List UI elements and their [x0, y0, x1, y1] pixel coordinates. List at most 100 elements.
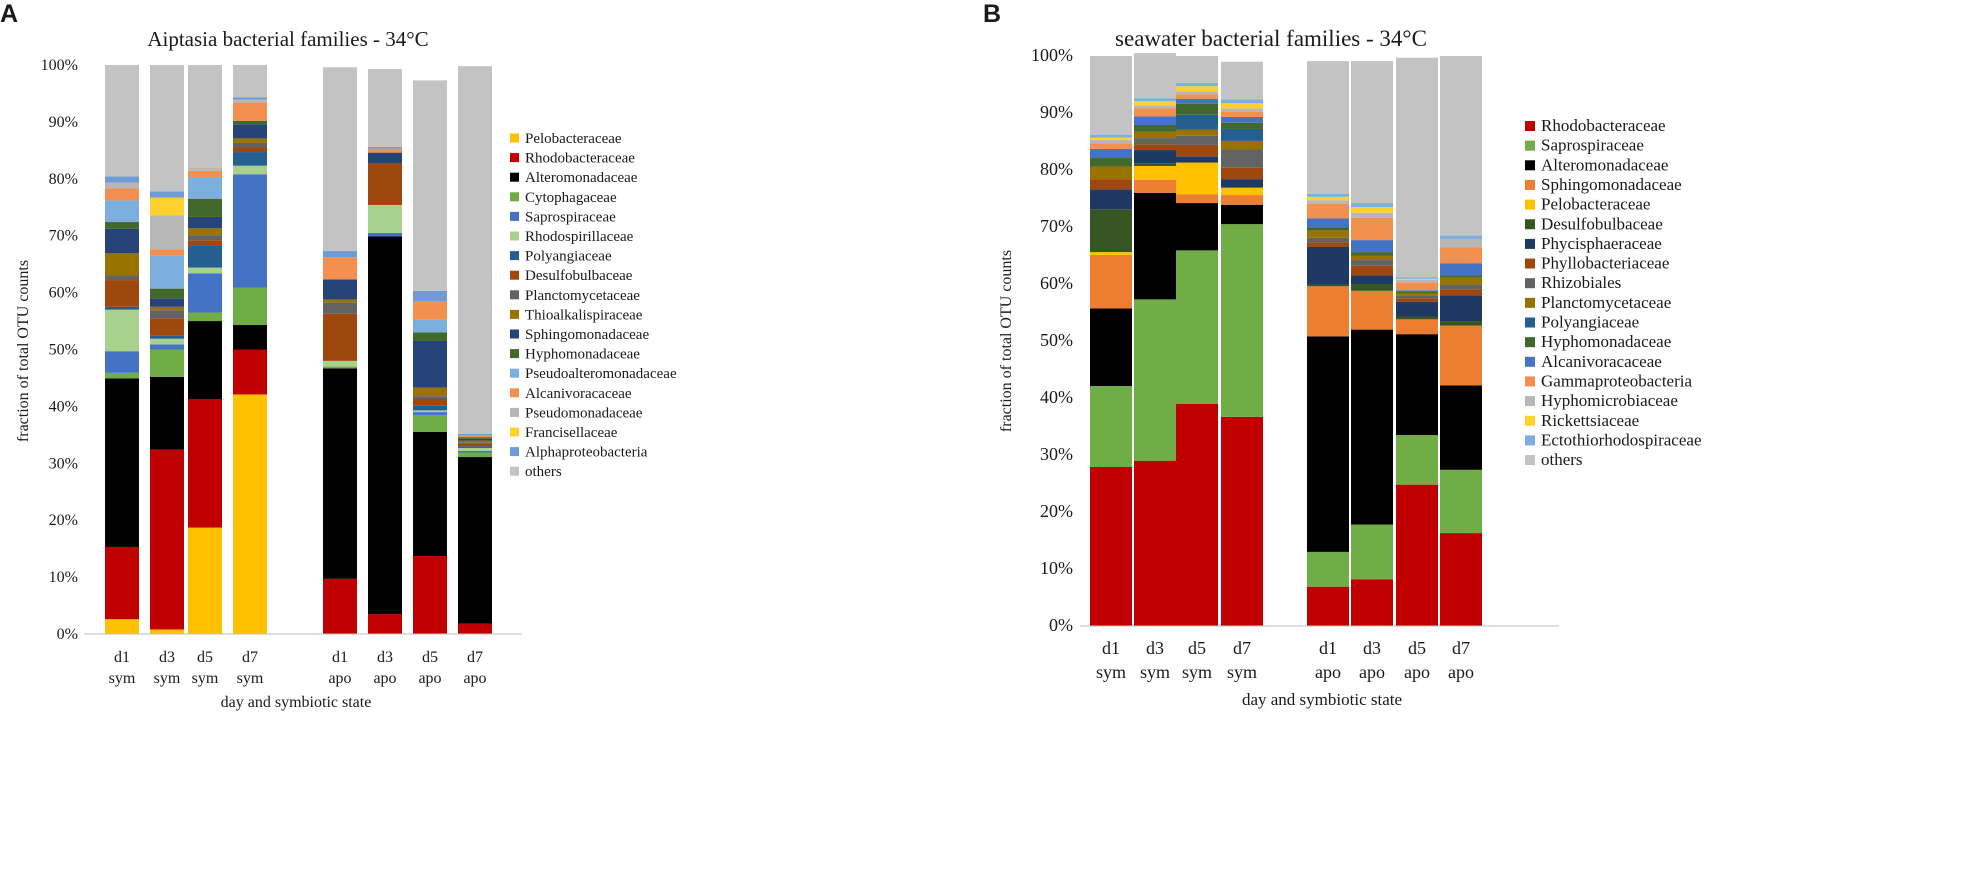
bar-segment [1396, 484, 1438, 626]
panel-b: B seawater bacterial families - 34°C 0% 10… [983, 0, 1966, 894]
bar-segment [233, 65, 267, 98]
bar-segment [150, 255, 184, 289]
legend-swatch [1525, 317, 1535, 328]
bar-segment [233, 97, 267, 100]
panel-label: B [983, 0, 1002, 28]
bar-stack [1176, 56, 1218, 626]
legend-label: Hyphomonadaceae [525, 347, 640, 363]
x-tick-label: apo [463, 670, 486, 687]
bar-stack [150, 65, 184, 634]
bar-segment [1134, 144, 1176, 151]
bar-segment [1221, 187, 1263, 196]
legend-swatch [510, 231, 519, 241]
legend-label: Rickettsiaceae [1541, 411, 1639, 430]
bar-segment [1440, 469, 1482, 534]
x-axis-title: day and symbiotic state [1242, 690, 1402, 709]
bar-segment [1307, 242, 1349, 247]
bar-segment [458, 446, 492, 448]
bar-segment [1134, 138, 1176, 145]
bar-segment [1307, 246, 1349, 285]
bar-segment [1221, 179, 1263, 188]
bar-segment [1351, 207, 1393, 213]
x-tick-label: apo [1448, 662, 1474, 682]
bar-segment [105, 546, 139, 620]
legend-label: Phyllobacteriaceae [1541, 254, 1669, 273]
legend-label: Saprospiraceae [1541, 136, 1644, 155]
bar-segment [105, 372, 139, 379]
bar-segment [458, 433, 492, 436]
bar-stack [188, 65, 222, 634]
bar-stack [1307, 61, 1349, 626]
bar-segment [1134, 108, 1176, 117]
bar-segment [413, 290, 447, 302]
bar-segment [1176, 162, 1218, 195]
bar-segment [188, 267, 222, 274]
bar-segment [1090, 56, 1132, 135]
bar-segment [1307, 551, 1349, 587]
bar-stack [1134, 53, 1176, 626]
x-tick-label: d5 [1408, 638, 1426, 658]
legend-swatch [1525, 199, 1535, 210]
bar-segment [1351, 217, 1393, 241]
legend-swatch [510, 427, 519, 437]
bar-segment [1396, 282, 1438, 291]
bar-segment [1176, 86, 1218, 92]
legend-label: Sphingomonadaceae [1541, 175, 1682, 194]
bar-segment [1396, 295, 1438, 299]
bar-segment [413, 399, 447, 406]
legend-swatch [1525, 297, 1535, 308]
legend-swatch [510, 447, 519, 457]
bar-segment [413, 410, 447, 413]
bar-segment [1396, 280, 1438, 283]
bar-segment [413, 319, 447, 333]
bar-segment [1221, 416, 1263, 626]
bar-segment [1134, 166, 1176, 180]
bar-segment [1351, 255, 1393, 261]
bar-segment [188, 228, 222, 236]
bar-segment [413, 80, 447, 291]
bar-segment [458, 435, 492, 438]
x-tick-label: d5 [1188, 638, 1206, 658]
legend-swatch [1525, 356, 1535, 367]
y-tick-label: 50% [1040, 330, 1073, 350]
bar-segment [1351, 275, 1393, 284]
bar-segment [1440, 275, 1482, 278]
legend-swatch [510, 270, 519, 280]
legend-label: Rhodospirillaceae [525, 229, 634, 245]
bar-segment [1221, 116, 1263, 123]
bar-segment [1176, 94, 1218, 99]
bar-segment [1307, 230, 1349, 238]
legend-label: Rhodobacteraceae [525, 151, 635, 167]
bar-segment [1090, 139, 1132, 144]
bar-segment [1221, 122, 1263, 129]
y-axis-title: fraction of total OTU counts [15, 260, 32, 442]
bar-segment [323, 279, 357, 300]
x-tick-label: d5 [422, 649, 438, 666]
bar-segment [233, 120, 267, 125]
bar-segment [1440, 284, 1482, 290]
x-tick-label: d3 [1146, 638, 1164, 658]
bar-segment [105, 253, 139, 276]
bar-segment [233, 165, 267, 175]
bar-segment [323, 313, 357, 361]
bar-segment [458, 452, 492, 458]
legend-label: Planctomycetaceae [525, 288, 640, 304]
bar-segment [1396, 316, 1438, 320]
chart-b: seawater bacterial families - 34°C 0% 10% 2… [998, 26, 1702, 709]
bar-segment [1176, 194, 1218, 204]
bar-segment [1396, 278, 1438, 281]
bar-segment [105, 309, 139, 352]
bar-segment [323, 368, 357, 579]
y-tick-label: 60% [1040, 273, 1073, 293]
legend-label: Planctomycetaceae [1541, 293, 1671, 312]
bar-segment [1396, 435, 1438, 485]
legend-label: Cytophagaceae [525, 190, 617, 206]
y-tick-label: 20% [49, 512, 78, 529]
bar-segment [150, 249, 184, 256]
bar-segment [1134, 116, 1176, 125]
bar-stack [1351, 61, 1393, 626]
bar-segment [413, 387, 447, 397]
y-tick-label: 0% [1049, 615, 1073, 635]
bar-segment [1307, 203, 1349, 219]
y-tick-label: 0% [57, 626, 78, 643]
